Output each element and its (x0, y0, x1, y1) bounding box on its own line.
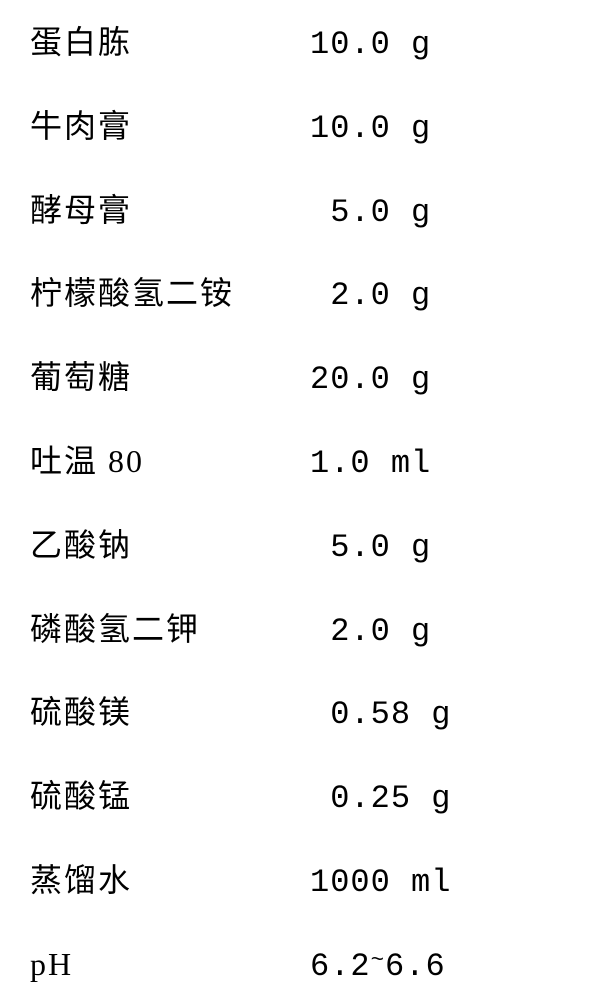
table-row: 蛋白胨10.0 g (30, 20, 582, 68)
ingredient-label: 牛肉膏 (30, 104, 310, 149)
ingredient-label: 乙酸钠 (30, 523, 310, 568)
ingredient-value: 20.0 g (310, 358, 510, 403)
ingredient-label: 吐温 80 (30, 439, 310, 484)
ingredient-value: 1000 ml (310, 861, 510, 906)
ingredient-label: 硫酸锰 (30, 774, 310, 819)
table-row: 磷酸氢二钾 2.0 g (30, 607, 582, 655)
table-row: 葡萄糖20.0 g (30, 355, 582, 403)
ingredient-value: 10.0 g (310, 23, 510, 68)
ingredient-label: pH (30, 942, 310, 987)
table-row: 蒸馏水1000 ml (30, 858, 582, 906)
ingredient-value: 5.0 g (310, 526, 510, 571)
ingredient-value: 0.25 g (310, 777, 510, 822)
ingredient-label: 蛋白胨 (30, 20, 310, 65)
ingredient-label: 硫酸镁 (30, 690, 310, 735)
table-row: 硫酸锰 0.25 g (30, 774, 582, 822)
ingredient-value: 2.0 g (310, 274, 510, 319)
table-row: 牛肉膏10.0 g (30, 104, 582, 152)
ingredient-value: 0.58 g (310, 693, 510, 738)
ingredient-value: 5.0 g (310, 191, 510, 236)
ingredient-value: 2.0 g (310, 610, 510, 655)
ingredient-label: 磷酸氢二钾 (30, 607, 310, 652)
table-row: 酵母膏 5.0 g (30, 188, 582, 236)
ingredient-value: 6.2~6.6 (310, 945, 510, 990)
ingredient-label: 柠檬酸氢二铵 (30, 271, 310, 316)
table-row: pH6.2~6.6 (30, 942, 582, 990)
recipe-table: 蛋白胨10.0 g牛肉膏10.0 g酵母膏 5.0 g柠檬酸氢二铵 2.0 g葡… (30, 20, 582, 990)
ingredient-value: 1.0 ml (310, 442, 510, 487)
ingredient-label: 蒸馏水 (30, 858, 310, 903)
table-row: 硫酸镁 0.58 g (30, 690, 582, 738)
ingredient-label: 酵母膏 (30, 188, 310, 233)
table-row: 柠檬酸氢二铵 2.0 g (30, 271, 582, 319)
table-row: 乙酸钠 5.0 g (30, 523, 582, 571)
table-row: 吐温 801.0 ml (30, 439, 582, 487)
ingredient-label: 葡萄糖 (30, 355, 310, 400)
ingredient-value: 10.0 g (310, 107, 510, 152)
